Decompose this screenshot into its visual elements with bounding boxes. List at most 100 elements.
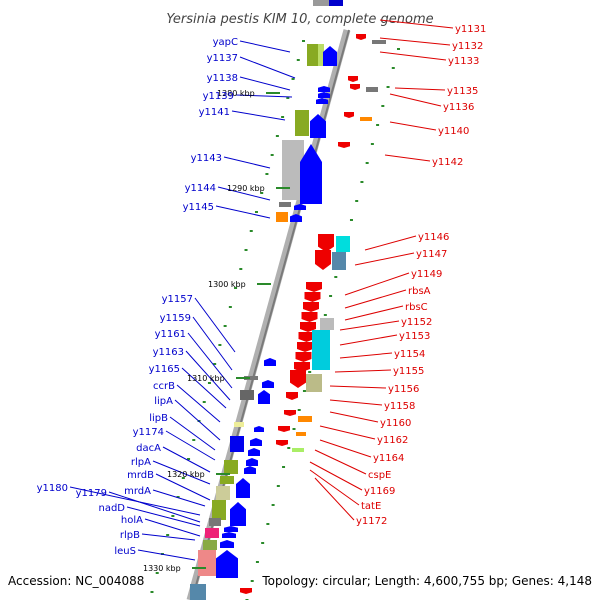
tick-mark [255,561,259,563]
left-label-connector [141,533,196,541]
right-label-connector [384,154,431,162]
right-gene-labels: y1131 y1132 y1133 y1135 y1136 y1140 y1142 y1146… [356,24,486,527]
tick-mark [181,477,185,479]
left-label-connector [192,316,233,371]
left-gene-labels: yapC y1137 y1138 y1139 y1141 y1143 y1144 y1145 y… [37,37,238,557]
gene-label-y1159: y1159 [160,313,191,324]
right-label-connector [309,469,360,506]
gene-glyph [332,252,346,270]
topology-label: Topology: circular; Length: 4,600,755 bp… [261,574,592,588]
gene-glyph [240,390,254,400]
gene-label-mrdA: mrdA [124,486,151,497]
left-label-connector [235,94,293,98]
scale-labels: 1280 kbp 1290 kbp 1300 kbp 1310 kbp 1320 kbp… [143,89,290,573]
right-label-connector [344,305,404,321]
gene-glyph [338,142,350,148]
gene-label-y1163: y1163 [153,347,184,358]
left-label-connector [169,416,216,451]
gene-glyph [307,44,319,66]
gene-label-rlpA: rlpA [131,457,151,468]
tick-mark [271,504,275,506]
scale-label: 1320 kbp [167,470,205,479]
gene-glyph [279,202,291,207]
left-label-connector [239,76,291,91]
gene-glyph [220,540,234,548]
gene-label-y1135: y1135 [447,86,478,97]
gene-label-y1156: y1156 [388,384,419,395]
tick-mark [276,485,280,487]
gene-glyph [216,486,230,500]
left-label-connector [176,384,221,423]
tick-mark [291,78,295,80]
tick-mark [166,534,170,536]
tick-mark [323,314,327,316]
gene-glyph [264,358,276,366]
gene-label-dacA: dacA [136,443,161,454]
gene-glyph [203,540,217,550]
gene-glyph [244,466,256,474]
right-label-connectors [309,19,454,521]
gene-glyph [298,332,315,342]
gene-label-y1141: y1141 [199,107,230,118]
gene-glyph [282,140,304,200]
tick-mark [282,466,286,468]
right-label-connector [339,352,393,359]
right-label-connector [314,449,367,475]
tick-mark [270,154,274,156]
right-label-connector [339,320,400,331]
tick-mark [287,447,291,449]
gene-glyph [360,117,372,121]
left-label-connector [187,332,233,389]
tick-mark [376,124,380,126]
gene-glyph [286,392,298,400]
gene-glyph [258,390,270,404]
tick-mark [223,325,227,327]
gene-glyph [303,302,319,312]
gene-glyph [318,86,330,92]
right-label-connector [329,411,379,423]
gene-glyph [262,380,274,388]
right-label-connector [389,93,442,107]
gene-label-y1147: y1147 [416,249,447,260]
left-label-connector [108,491,201,523]
tick-mark [228,306,232,308]
right-label-connector [334,369,392,373]
tick-mark [207,382,211,384]
gene-label-y1142: y1142 [432,157,463,168]
gene-label-ccrB: ccrB [153,381,175,392]
gene-glyph [224,460,238,474]
tick-mark [202,401,206,403]
tick-mark [308,371,312,373]
gene-glyph [320,318,334,330]
left-label-connector [152,489,206,507]
gene-glyph [205,528,219,538]
right-label-connector [319,439,372,458]
gene-label-y1179: y1179 [76,488,107,499]
gene-label-y1136: y1136 [443,102,474,113]
right-label-connector [344,272,410,296]
tick-mark [397,48,400,50]
gene-label-nadD: nadD [98,503,125,514]
scale-label: 1300 kbp [208,280,246,289]
left-label-connector [174,399,221,441]
gene-label-y1169: y1169 [364,486,395,497]
tick-mark [218,344,222,346]
gene-glyph [372,40,386,44]
gene-label-y1138: y1138 [207,73,238,84]
gene-label-rbsC: rbsC [405,302,428,313]
tick-mark [155,572,159,574]
gene-glyph [336,236,350,252]
gene-label-y1132: y1132 [452,41,483,52]
gene-label-y1164: y1164 [373,453,404,464]
gene-label-tatE: tatE [361,501,381,512]
gene-label-y1133: y1133 [448,56,479,67]
gene-label-y1162: y1162 [377,435,408,446]
gene-glyph [230,436,244,452]
gene-glyph [306,282,322,292]
tick-mark [292,428,296,430]
tick-mark [355,200,359,202]
gene-glyph [348,76,358,82]
right-label-connector [389,121,437,131]
